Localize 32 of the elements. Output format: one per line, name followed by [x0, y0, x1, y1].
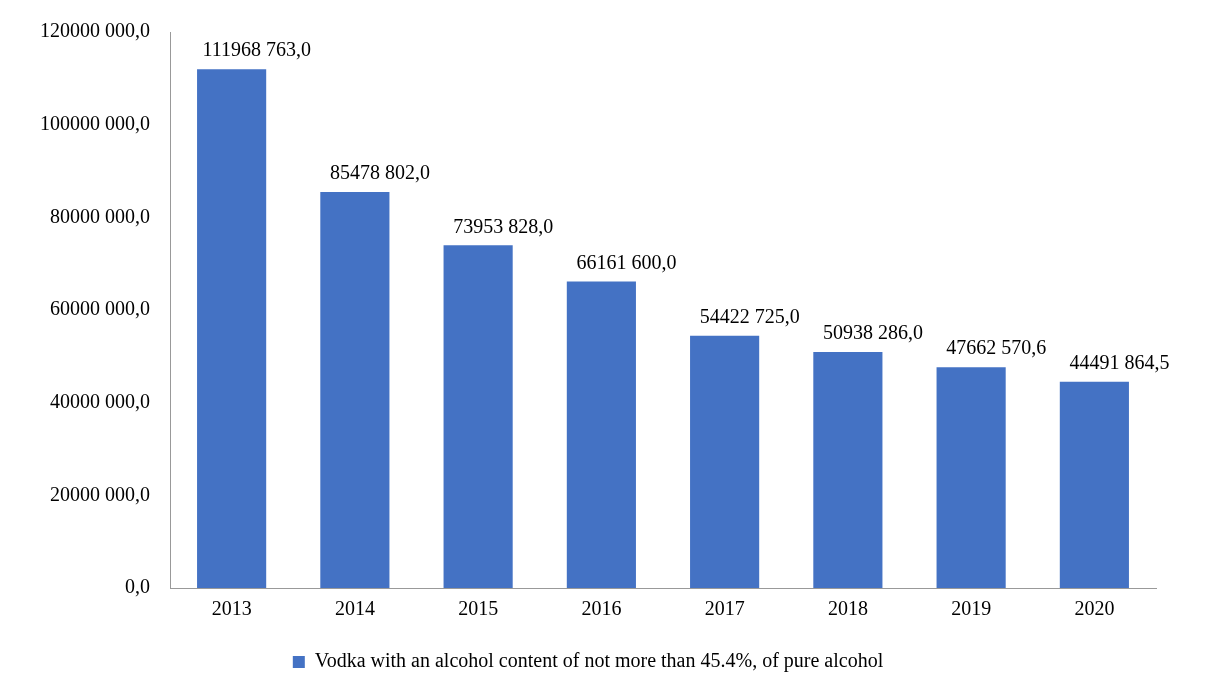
data-label: 73953 828,0 — [453, 214, 554, 237]
y-tick-label: 60000 000,0 — [50, 297, 150, 320]
x-tick-label: 2016 — [581, 597, 622, 620]
bar — [566, 281, 636, 588]
data-label: 47662 570,6 — [946, 336, 1047, 359]
legend-label: Vodka with an alcohol content of not more than 45.4%, of pure alcohol — [314, 649, 884, 673]
data-label: 50938 286,0 — [822, 321, 923, 344]
x-tick-label: 2014 — [334, 597, 375, 620]
y-tick-label: 100000 000,0 — [40, 111, 150, 134]
bar — [1059, 381, 1129, 588]
bar — [936, 367, 1006, 588]
x-tick-label: 2018 — [827, 597, 868, 620]
bar — [690, 335, 760, 588]
bar — [320, 191, 390, 588]
x-tick-label: 2017 — [704, 597, 745, 620]
data-label: 66161 600,0 — [576, 250, 677, 273]
y-tick-label: 120000 000,0 — [40, 19, 150, 42]
y-tick-label: 80000 000,0 — [50, 204, 150, 227]
bar — [443, 245, 513, 588]
data-label: 54422 725,0 — [699, 305, 800, 328]
x-tick-label: 2013 — [211, 597, 252, 620]
x-tick-label: 2019 — [951, 597, 992, 620]
data-label: 111968 763,0 — [202, 38, 311, 61]
data-label: 44491 864,5 — [1069, 351, 1170, 374]
data-label: 85478 802,0 — [329, 161, 430, 184]
x-tick-label: 2020 — [1074, 597, 1115, 620]
x-tick-label: 2015 — [458, 597, 499, 620]
y-tick-label: 0,0 — [125, 575, 150, 598]
y-tick-label: 40000 000,0 — [50, 389, 150, 412]
bar — [813, 351, 883, 588]
bar — [197, 69, 267, 588]
y-tick-label: 20000 000,0 — [50, 482, 150, 505]
